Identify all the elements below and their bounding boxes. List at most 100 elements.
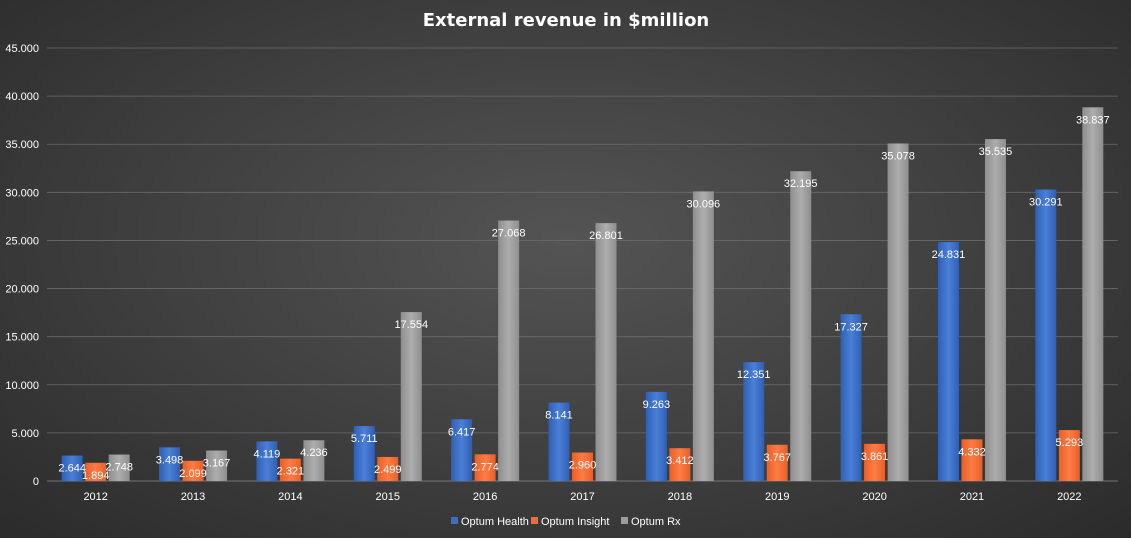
bar xyxy=(303,440,325,481)
y-tick-label: 45.000 xyxy=(5,43,39,55)
x-tick-label: 2022 xyxy=(1057,491,1081,503)
y-tick-label: 20.000 xyxy=(5,284,39,296)
x-tick-label: 2018 xyxy=(668,491,692,503)
data-label: 4.119 xyxy=(254,448,281,460)
legend-label: Optum Insight xyxy=(541,516,609,528)
bar xyxy=(937,242,959,481)
data-label: 30.291 xyxy=(1029,197,1063,209)
bar xyxy=(61,455,83,481)
legend-label: Optum Health xyxy=(461,516,529,528)
y-tick-label: 35.000 xyxy=(5,139,39,151)
bar xyxy=(692,191,714,481)
bar xyxy=(840,314,862,481)
legend-swatch xyxy=(451,517,458,524)
data-label: 12.351 xyxy=(737,369,771,381)
x-tick-label: 2014 xyxy=(278,491,302,503)
bar xyxy=(498,220,520,481)
data-label: 3.167 xyxy=(203,458,231,470)
bar xyxy=(377,456,399,481)
gridlines xyxy=(47,47,1118,482)
data-label: 6.417 xyxy=(448,426,476,438)
y-tick-label: 0 xyxy=(33,476,39,488)
bar xyxy=(984,139,1006,481)
bar xyxy=(572,452,593,481)
bar xyxy=(279,458,301,481)
bar xyxy=(1082,107,1104,481)
data-label: 4.332 xyxy=(958,446,986,458)
data-label: 5.293 xyxy=(1056,437,1084,449)
data-label: 3.498 xyxy=(156,454,184,466)
bar xyxy=(353,426,375,481)
legend-label: Optum Rx xyxy=(631,516,681,528)
y-tick-label: 10.000 xyxy=(5,380,39,392)
data-label: 1.894 xyxy=(82,470,110,482)
y-axis-ticks: 0 5.000 10.000 15.000 20.000 25.000 30.000 35.0… xyxy=(5,43,39,488)
legend-swatch xyxy=(531,517,538,524)
data-label: 2.960 xyxy=(569,460,597,472)
data-label: 2.748 xyxy=(105,462,133,474)
chart-title: External revenue in $million xyxy=(423,10,710,31)
bar xyxy=(548,402,570,481)
bar xyxy=(645,391,667,481)
data-label: 4.236 xyxy=(300,447,328,459)
bar xyxy=(595,223,617,482)
x-tick-label: 2013 xyxy=(181,491,205,503)
bar xyxy=(400,312,422,481)
bar xyxy=(85,462,107,481)
y-tick-label: 30.000 xyxy=(5,187,39,199)
data-label: 2.499 xyxy=(374,464,402,476)
data-label: 35.078 xyxy=(881,150,915,162)
bars xyxy=(61,107,1104,482)
bar xyxy=(790,171,812,481)
data-label: 3.861 xyxy=(861,451,889,463)
data-label: 17.327 xyxy=(834,321,868,333)
y-tick-label: 5.000 xyxy=(11,428,39,440)
x-axis-ticks: 2012 2013 2014 2015 2016 2017 2018 2019 2020 2021… xyxy=(83,491,1081,503)
data-label: 9.263 xyxy=(643,399,671,411)
data-label: 2.099 xyxy=(179,468,207,480)
x-tick-label: 2021 xyxy=(960,491,984,503)
bar xyxy=(159,447,181,481)
bar xyxy=(451,419,473,481)
bar xyxy=(1058,430,1080,481)
data-label: 2.644 xyxy=(58,463,86,475)
bar xyxy=(864,443,886,481)
y-tick-label: 15.000 xyxy=(5,332,39,344)
data-label: 3.767 xyxy=(763,452,791,464)
legend-swatch xyxy=(621,517,628,524)
x-tick-label: 2015 xyxy=(376,491,400,503)
bar xyxy=(669,448,691,481)
data-label: 8.141 xyxy=(545,410,573,422)
data-label: 38.837 xyxy=(1076,114,1110,126)
data-label: 26.801 xyxy=(589,230,623,242)
data-label: 24.831 xyxy=(932,249,966,261)
bar xyxy=(182,460,204,481)
data-label: 35.535 xyxy=(979,146,1013,158)
x-tick-label: 2020 xyxy=(862,491,886,503)
bar xyxy=(108,454,130,481)
bar xyxy=(1035,189,1057,481)
x-tick-label: 2012 xyxy=(83,491,107,503)
data-label: 3.412 xyxy=(666,455,694,467)
bar xyxy=(961,439,983,481)
bar xyxy=(887,143,909,482)
bar xyxy=(766,444,788,481)
bar xyxy=(743,362,765,481)
bar xyxy=(474,454,496,481)
bar xyxy=(206,450,228,481)
legend: Optum Health Optum Insight Optum Rx xyxy=(451,516,681,528)
x-tick-label: 2016 xyxy=(473,491,497,503)
data-label: 2.774 xyxy=(471,461,499,473)
x-tick-label: 2019 xyxy=(765,491,789,503)
data-label: 27.068 xyxy=(492,228,526,240)
bar xyxy=(256,441,278,481)
data-label: 32.195 xyxy=(784,178,818,190)
data-label: 5.711 xyxy=(351,433,378,445)
y-tick-label: 40.000 xyxy=(5,91,39,103)
data-label: 30.096 xyxy=(687,198,721,210)
x-tick-label: 2017 xyxy=(570,491,594,503)
data-label: 17.554 xyxy=(394,319,428,331)
y-tick-label: 25.000 xyxy=(5,235,39,247)
